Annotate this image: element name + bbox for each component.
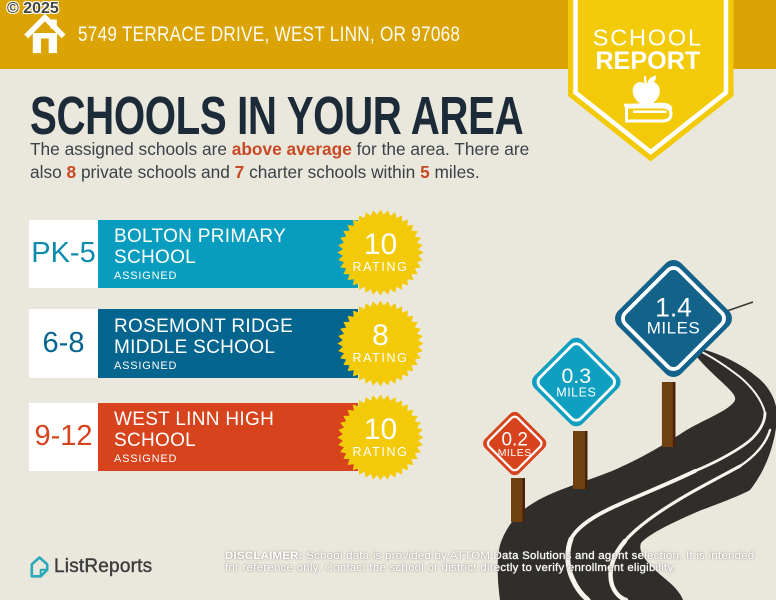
svg-text:8: 8: [372, 319, 389, 352]
svg-text:MILES: MILES: [647, 319, 701, 338]
svg-text:RATING: RATING: [353, 445, 409, 459]
svg-text:0.3: 0.3: [561, 364, 591, 388]
svg-text:10: 10: [364, 228, 397, 261]
svg-text:0.2: 0.2: [501, 430, 527, 451]
svg-text:1.4: 1.4: [655, 293, 692, 323]
svg-text:MILES: MILES: [498, 447, 532, 459]
svg-text:10: 10: [364, 413, 397, 446]
svg-text:RATING: RATING: [353, 351, 409, 365]
svg-text:MILES: MILES: [556, 386, 596, 400]
svg-text:RATING: RATING: [353, 260, 409, 274]
